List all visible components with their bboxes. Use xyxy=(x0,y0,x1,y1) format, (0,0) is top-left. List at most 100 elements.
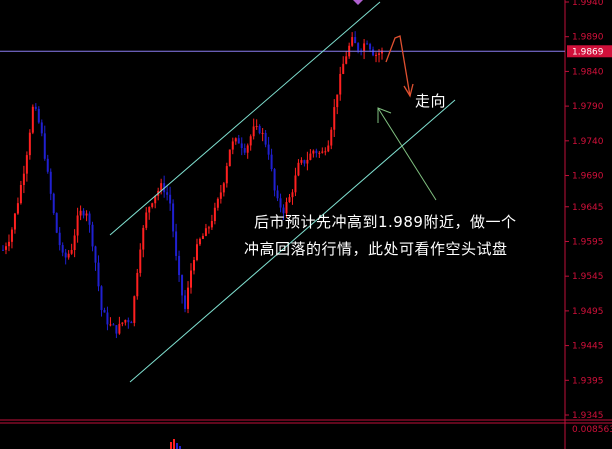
y-tick-label: 1.9645 xyxy=(572,203,604,213)
candle-body xyxy=(49,171,52,194)
candle-body xyxy=(64,252,67,258)
candle-body xyxy=(195,244,198,260)
candle-body xyxy=(198,238,201,245)
candle-body xyxy=(270,154,273,170)
candle-body xyxy=(282,207,285,214)
channel-upper-line xyxy=(109,1,381,236)
candle-body xyxy=(255,126,258,128)
candle-body xyxy=(243,148,246,153)
candle-body xyxy=(285,202,288,214)
candle-body xyxy=(222,183,225,193)
candle-body xyxy=(288,197,291,203)
candle-body xyxy=(246,145,249,153)
candle-body xyxy=(73,235,76,251)
candle-body xyxy=(28,132,31,156)
current-price-badge xyxy=(567,45,612,58)
candle-body xyxy=(297,162,300,176)
candle-body xyxy=(61,245,64,253)
candle-body xyxy=(252,126,255,137)
candle-body xyxy=(321,151,324,153)
candle-body xyxy=(70,250,73,254)
y-tick-label: 1.9545 xyxy=(572,272,604,282)
y-tick-label: 1.9345 xyxy=(572,411,604,421)
candle-body xyxy=(67,253,70,258)
candle-body xyxy=(354,37,357,44)
candle-body xyxy=(375,54,378,56)
candle-body xyxy=(216,198,219,208)
candle-body xyxy=(40,122,43,134)
pointer-arrowhead xyxy=(377,107,392,123)
volume-bar xyxy=(170,442,172,449)
candle-body xyxy=(351,37,354,46)
candle-body xyxy=(16,203,19,214)
current-price-label: 1.9869 xyxy=(572,47,604,57)
candle-body xyxy=(2,249,4,251)
candle-body xyxy=(264,132,267,145)
candle-body xyxy=(291,192,294,198)
candle-body xyxy=(4,246,7,250)
comment-line-2: 冲高回落的行情，此处可看作空头试盘 xyxy=(244,240,508,258)
candle-body xyxy=(184,295,187,309)
y-tick-label: 1.9940 xyxy=(572,0,604,8)
y-tick-label: 1.9690 xyxy=(572,172,604,182)
comment-line-1: 后市预计先冲高到1.989附近，做一个 xyxy=(254,213,517,231)
volume-bar xyxy=(176,443,178,449)
candle-body xyxy=(82,210,85,216)
candle-body xyxy=(381,50,383,54)
candle-body xyxy=(231,141,234,150)
candle-body xyxy=(300,160,303,163)
candle-body xyxy=(187,287,190,309)
candle-body xyxy=(315,150,318,154)
candle-body xyxy=(345,56,348,64)
candle-body xyxy=(139,249,142,273)
candle-body xyxy=(258,126,261,134)
candle-body xyxy=(363,43,366,52)
candle-body xyxy=(13,213,16,230)
candle-body xyxy=(309,153,312,160)
candle-body xyxy=(52,193,55,214)
candle-body xyxy=(43,133,46,159)
candle-body xyxy=(10,229,13,242)
candle-body xyxy=(7,241,10,247)
candle-body xyxy=(85,213,88,216)
candle-body xyxy=(178,255,181,276)
candle-body xyxy=(160,183,163,191)
direction-arrowhead xyxy=(403,83,414,98)
candle-body xyxy=(151,203,154,207)
candle-body xyxy=(294,175,297,193)
candle-body xyxy=(46,158,49,172)
candle-body xyxy=(204,228,207,236)
y-tick-label: 1.9790 xyxy=(572,102,604,112)
candle-body xyxy=(366,43,369,45)
volume-bar xyxy=(179,446,181,449)
candle-body xyxy=(109,324,112,326)
candle-body xyxy=(357,43,360,51)
candle-body xyxy=(192,259,195,271)
candle-body xyxy=(181,275,184,296)
candle-body xyxy=(112,324,115,326)
candle-body xyxy=(190,270,193,288)
candle-body xyxy=(303,160,306,164)
candle-body xyxy=(219,192,222,199)
candle-body xyxy=(142,227,145,250)
candle-body xyxy=(166,192,169,195)
candle-body xyxy=(228,149,231,167)
candle-body xyxy=(34,106,37,109)
candle-body xyxy=(148,206,151,213)
top-marker-icon xyxy=(353,0,363,5)
candle-body xyxy=(115,325,118,334)
candle-body xyxy=(127,320,130,323)
candle-body xyxy=(154,195,157,204)
pointer-arrow xyxy=(377,107,437,201)
candle-body xyxy=(237,138,240,144)
candle-body xyxy=(55,213,58,233)
candle-body xyxy=(94,246,97,263)
y-tick-label: 1.9445 xyxy=(572,342,604,352)
candle-body xyxy=(121,322,124,324)
candle-body xyxy=(76,215,79,236)
channel-lower-line xyxy=(129,99,456,383)
candle-body xyxy=(22,173,25,185)
candle-body xyxy=(213,207,216,222)
candle-body xyxy=(234,138,237,142)
candle-body xyxy=(145,212,148,228)
